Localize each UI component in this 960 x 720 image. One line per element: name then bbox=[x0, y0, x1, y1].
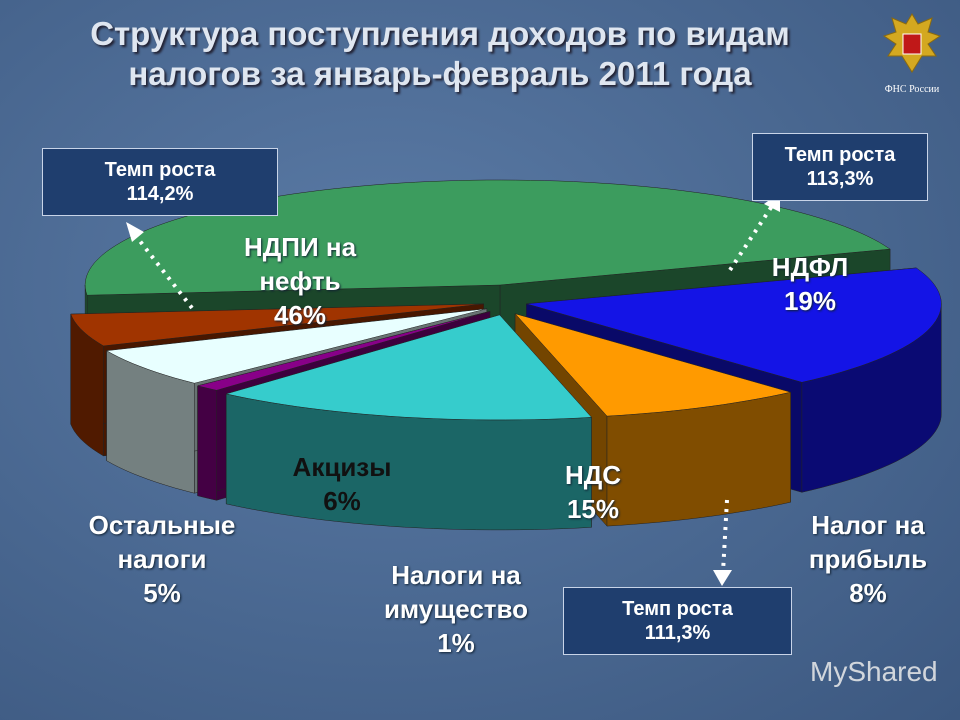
logo-text: ФНС России bbox=[884, 84, 940, 95]
value-label: 19% bbox=[783, 286, 837, 316]
category-label: Налог на прибыль bbox=[808, 510, 928, 574]
annotation: Темп роста 111,3% bbox=[563, 587, 792, 655]
annotation-line: 111,3% bbox=[644, 622, 711, 644]
slice-label: Налоги на имущество 1% bbox=[366, 558, 546, 660]
annotation-line: Темп роста bbox=[784, 144, 896, 166]
slice bbox=[514, 313, 791, 417]
chart-title: Структура поступления доходов по видам н… bbox=[90, 15, 790, 92]
category-label: НДС bbox=[564, 460, 622, 490]
watermark: MyShared bbox=[810, 656, 938, 687]
slice-label: Остальные налоги 5% bbox=[72, 508, 252, 610]
annotation: Темп роста 113,3% bbox=[752, 133, 928, 201]
slice-label: НДС 15% bbox=[533, 458, 653, 526]
annotation-line: Темп роста bbox=[104, 159, 216, 181]
value-label: 6% bbox=[323, 486, 361, 516]
arrows bbox=[134, 204, 774, 573]
annotation-line: Темп роста bbox=[622, 598, 733, 620]
slice bbox=[84, 179, 891, 296]
annotation-line: 113,3% bbox=[806, 168, 874, 190]
slice-label: Акцизы 6% bbox=[282, 450, 402, 518]
category-label: Остальные налоги bbox=[88, 510, 236, 574]
category-label: НДФЛ bbox=[771, 252, 849, 282]
category-label: Акцизы bbox=[292, 452, 392, 482]
value-label: 5% bbox=[143, 578, 181, 608]
slice bbox=[70, 303, 484, 347]
slice bbox=[526, 267, 942, 383]
slice-wall bbox=[197, 385, 217, 501]
value-label: 46% bbox=[273, 300, 327, 330]
value-label: 15% bbox=[566, 494, 620, 524]
slice-label: НДФЛ 19% bbox=[755, 250, 865, 318]
slice-label: НДПИ на нефть 46% bbox=[225, 230, 375, 332]
slice bbox=[105, 308, 487, 384]
value-label: 8% bbox=[849, 578, 887, 608]
value-label: 1% bbox=[437, 628, 475, 658]
annotation-line: 114,2% bbox=[126, 183, 194, 205]
slice bbox=[197, 311, 491, 391]
annotation: Темп роста 114,2% bbox=[42, 148, 278, 216]
slice bbox=[226, 314, 593, 421]
slice-label: Налог на прибыль 8% bbox=[793, 508, 943, 610]
category-label: Налоги на имущество bbox=[383, 560, 529, 624]
category-label: НДПИ на нефть bbox=[243, 232, 357, 296]
logo bbox=[882, 13, 942, 73]
